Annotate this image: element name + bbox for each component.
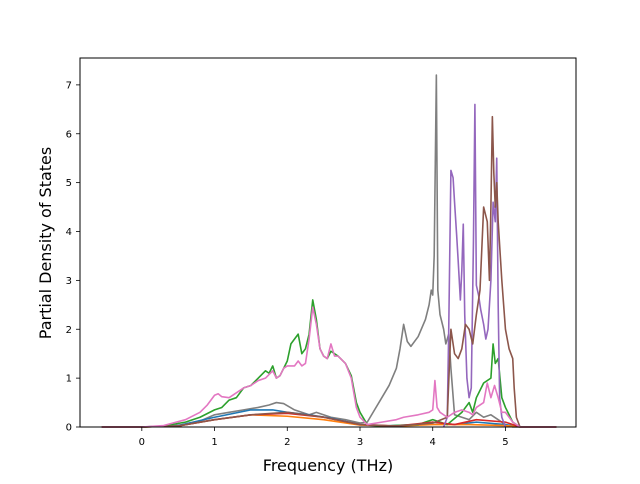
y-tick-label: 7 (66, 80, 72, 91)
y-ticks: 0 1 2 3 4 5 6 7 (66, 80, 80, 434)
x-tick-label: 3 (357, 437, 363, 448)
series-line-1 (101, 74, 557, 428)
y-tick-label: 4 (66, 227, 72, 238)
x-tick-label: 0 (139, 437, 145, 448)
x-axis-label: Frequency (THz) (263, 456, 393, 475)
series-layer (101, 74, 557, 428)
series-line-6 (442, 103, 507, 428)
x-tick-label: 2 (284, 437, 290, 448)
y-tick-label: 2 (66, 325, 72, 336)
y-tick-label: 6 (66, 129, 72, 140)
plot-frame (79, 57, 577, 428)
y-tick-label: 0 (66, 423, 72, 434)
series-line-7 (101, 115, 557, 428)
series-line-8 (101, 306, 557, 428)
y-tick-label: 5 (66, 178, 72, 189)
x-tick-label: 5 (502, 437, 508, 448)
y-tick-label: 3 (66, 276, 72, 287)
x-tick-label: 4 (430, 437, 436, 448)
y-tick-label: 1 (66, 374, 72, 385)
y-axis-label: Partial Density of States (36, 147, 55, 339)
x-tick-label: 1 (211, 437, 217, 448)
x-ticks: 0 1 2 3 4 5 (139, 427, 509, 448)
